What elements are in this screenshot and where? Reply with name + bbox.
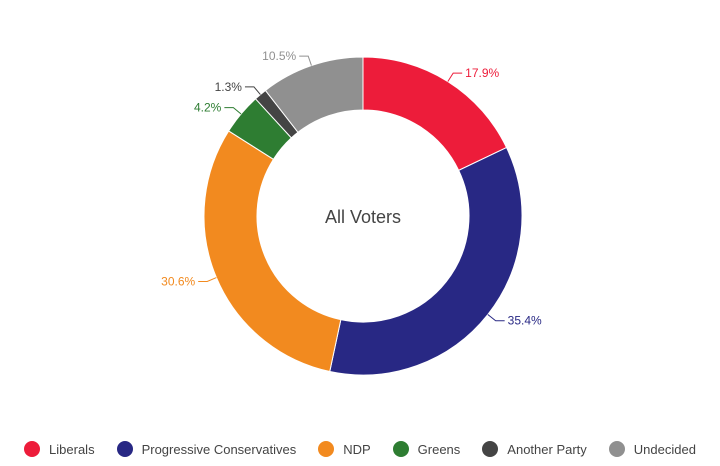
leader-line-undecided [299, 55, 312, 66]
leader-line-greens [224, 107, 242, 115]
legend-swatch-liberals [24, 441, 41, 457]
legend-label-liberals: Liberals [49, 441, 95, 457]
leader-line-group [198, 55, 505, 322]
slice-group [203, 56, 523, 376]
center-title: All Voters [325, 207, 401, 227]
slice-ndp [203, 130, 342, 373]
leader-line-ndp [198, 277, 217, 282]
data-label-liberals: 17.9% [465, 66, 499, 80]
legend-item-liberals[interactable]: Liberals [24, 441, 95, 457]
slice-undecided [264, 56, 364, 133]
data-label-another-party: 1.3% [215, 80, 243, 94]
data-label-progressive-conservatives: 35.4% [508, 314, 542, 328]
legend-swatch-another-party [482, 441, 499, 457]
data-label-greens: 4.2% [194, 101, 222, 115]
legend-swatch-greens [392, 441, 409, 457]
legend-swatch-undecided [608, 441, 625, 457]
leader-line-progressive-conservatives [487, 314, 505, 322]
leader-line-another-party [244, 86, 261, 95]
legend-item-progressive-conservatives[interactable]: Progressive Conservatives [116, 441, 297, 457]
legend-item-undecided[interactable]: Undecided [608, 441, 696, 457]
legend-item-ndp[interactable]: NDP [318, 441, 371, 457]
data-label-ndp: 30.6% [161, 274, 195, 288]
legend-label-progressive-conservatives: Progressive Conservatives [141, 441, 297, 457]
legend-item-greens[interactable]: Greens [392, 441, 461, 457]
legend-swatch-progressive-conservatives [116, 441, 133, 457]
slice-label-group: 17.9% 35.4% 30.6% 4.2% 1.3% 10.5% [161, 49, 542, 328]
legend-item-another-party[interactable]: Another Party [482, 441, 587, 457]
legend-swatch-ndp [318, 441, 335, 457]
leader-line-liberals [447, 72, 463, 82]
legend: Liberals Progressive Conservatives NDP Gree… [0, 437, 720, 461]
legend-label-undecided: Undecided [633, 441, 696, 457]
legend-label-another-party: Another Party [507, 441, 587, 457]
slice-progressive-conservatives [329, 146, 523, 376]
legend-label-greens: Greens [417, 441, 461, 457]
legend-label-ndp: NDP [343, 441, 371, 457]
data-label-undecided: 10.5% [262, 49, 296, 63]
